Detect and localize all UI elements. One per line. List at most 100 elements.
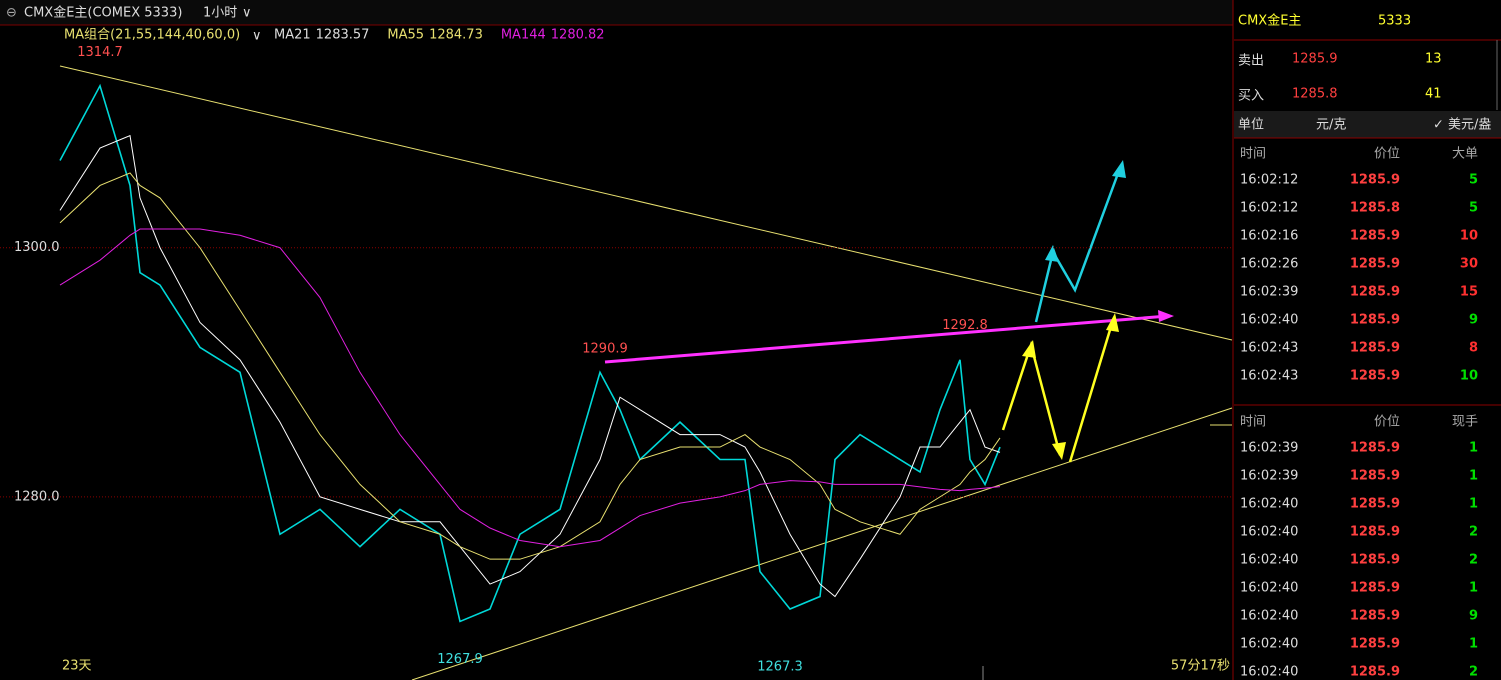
series-line <box>59 172 1001 560</box>
cell-time: 16:02:16 <box>1240 229 1298 244</box>
cell-price: 1285.9 <box>1350 173 1400 188</box>
cell-qty: 5 <box>1469 173 1478 188</box>
arrow-head <box>1052 442 1066 460</box>
period-dropdown[interactable]: ∨ <box>242 6 252 21</box>
cell-qty: 15 <box>1460 285 1478 300</box>
trend-line <box>59 65 1233 341</box>
arrow-head <box>1158 310 1174 322</box>
table-header: 价位 <box>1374 415 1400 430</box>
cell-price: 1285.9 <box>1350 229 1400 244</box>
cell-time: 16:02:40 <box>1240 581 1298 596</box>
cell-time: 16:02:40 <box>1240 525 1298 540</box>
cell-time: 16:02:40 <box>1240 497 1298 512</box>
cell-time: 16:02:39 <box>1240 469 1298 484</box>
forecast-arrow <box>1034 167 1122 323</box>
unit-label: 单位 <box>1238 118 1264 133</box>
cell-qty: 1 <box>1469 581 1478 596</box>
cell-price: 1285.9 <box>1350 313 1400 328</box>
cell-qty: 10 <box>1460 229 1478 244</box>
unit-value[interactable]: 元/克 <box>1316 118 1346 133</box>
cell-price: 1285.9 <box>1350 553 1400 568</box>
span-label: 23天 <box>62 659 92 674</box>
cell-price: 1285.9 <box>1350 665 1400 680</box>
cell-qty: 30 <box>1460 257 1478 272</box>
table-header: 时间 <box>1240 147 1266 162</box>
extreme-label: 1267.9 <box>437 652 483 667</box>
cell-price: 1285.9 <box>1350 369 1400 384</box>
extreme-label: 1290.9 <box>582 342 628 357</box>
cell-qty: 2 <box>1469 665 1478 680</box>
cell-qty: 9 <box>1469 609 1478 624</box>
cell-qty: 2 <box>1469 525 1478 540</box>
symbol[interactable]: CMX金E主(COMEX 5333) <box>24 5 182 21</box>
period[interactable]: 1小时 <box>203 6 237 21</box>
cell-qty: 5 <box>1469 201 1478 216</box>
unit-alt[interactable]: ✓ 美元/盎 <box>1433 118 1491 133</box>
ma-legend-title[interactable]: MA组合(21,55,144,40,60,0) <box>64 28 240 43</box>
cell-price: 1285.9 <box>1350 285 1400 300</box>
cell-time: 16:02:39 <box>1240 285 1298 300</box>
cell-time: 16:02:40 <box>1240 665 1298 680</box>
sell-price: 1285.9 <box>1292 52 1338 67</box>
table-header: 大单 <box>1452 147 1478 162</box>
legend-value: 1284.73 <box>429 28 483 43</box>
cell-time: 16:02:12 <box>1240 173 1298 188</box>
y-tick-label: 1280.0 <box>14 489 60 504</box>
unit-row <box>1234 111 1501 138</box>
buy-price: 1285.8 <box>1292 87 1338 102</box>
cell-price: 1285.9 <box>1350 341 1400 356</box>
extreme-label: 1292.8 <box>942 318 988 333</box>
sell-qty: 13 <box>1425 52 1442 67</box>
table-header: 时间 <box>1240 415 1266 430</box>
sell-label: 卖出 <box>1238 54 1264 69</box>
legend-name: MA144 <box>501 28 546 43</box>
series-line <box>59 228 1001 548</box>
table-header: 价位 <box>1374 147 1400 162</box>
cell-price: 1285.9 <box>1350 497 1400 512</box>
buy-label: 买入 <box>1238 89 1264 104</box>
legend-value: 1280.82 <box>551 28 605 43</box>
cell-time: 16:02:40 <box>1240 609 1298 624</box>
cell-qty: 1 <box>1469 637 1478 652</box>
legend-name: MA55 <box>387 28 424 43</box>
forecast-arrow <box>1068 319 1115 463</box>
buy-qty: 41 <box>1425 87 1442 102</box>
legend-name: MA21 <box>274 28 311 43</box>
trend-arrow <box>604 314 1169 364</box>
cell-price: 1285.9 <box>1350 441 1400 456</box>
link-icon[interactable]: ⊖ <box>6 6 17 21</box>
cell-qty: 9 <box>1469 313 1478 328</box>
cell-time: 16:02:43 <box>1240 341 1298 356</box>
cell-price: 1285.9 <box>1350 469 1400 484</box>
drawings <box>59 65 1233 680</box>
cell-qty: 1 <box>1469 441 1478 456</box>
arrow-head <box>1112 160 1126 178</box>
cell-qty: 8 <box>1469 341 1478 356</box>
cell-price: 1285.9 <box>1350 637 1400 652</box>
ma-dropdown[interactable]: ∨ <box>252 29 262 44</box>
cell-time: 16:02:26 <box>1240 257 1298 272</box>
cell-time: 16:02:43 <box>1240 369 1298 384</box>
quote-code: 5333 <box>1378 14 1411 29</box>
legend-value: 1283.57 <box>316 28 370 43</box>
cell-qty: 10 <box>1460 369 1478 384</box>
top-bar <box>0 0 1233 25</box>
cell-time: 16:02:40 <box>1240 553 1298 568</box>
cell-price: 1285.9 <box>1350 257 1400 272</box>
extreme-label: 1314.7 <box>77 45 123 60</box>
countdown: 57分17秒 <box>1171 659 1230 674</box>
cell-time: 16:02:39 <box>1240 441 1298 456</box>
arrow-head <box>1045 245 1059 262</box>
cell-time: 16:02:40 <box>1240 637 1298 652</box>
y-tick-label: 1300.0 <box>14 240 60 255</box>
cell-time: 16:02:40 <box>1240 313 1298 328</box>
quote-panel: CMX金E主 5333 卖出 1285.9 13 买入 1285.8 41 单位… <box>1234 13 1501 406</box>
cell-qty: 1 <box>1469 497 1478 512</box>
cell-qty: 1 <box>1469 469 1478 484</box>
table-header: 现手 <box>1452 415 1478 430</box>
trend-line <box>411 407 1233 680</box>
chart: 1300.0 1280.0 MA21 1283.57 MA55 1284.73 MA144 1… <box>0 28 1232 675</box>
series-line <box>59 83 1001 623</box>
